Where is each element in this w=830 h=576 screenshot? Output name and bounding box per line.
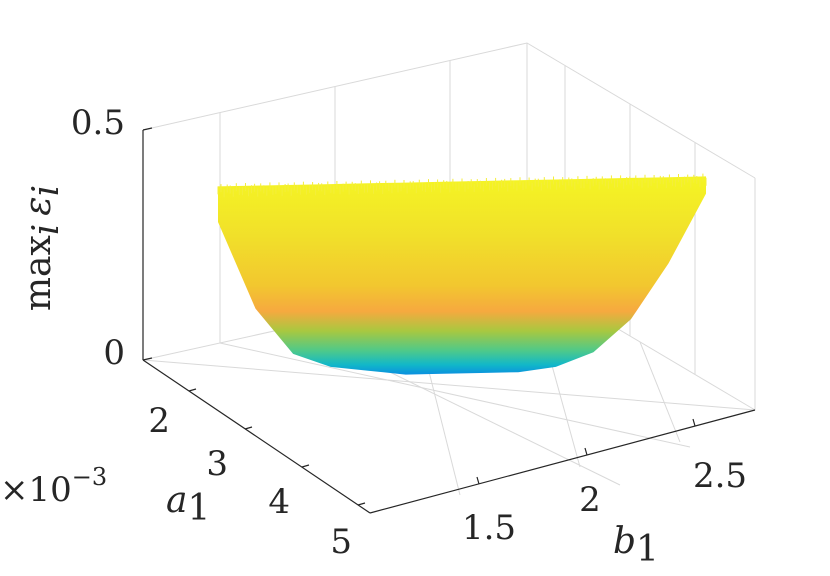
z-axis-label-var: ε <box>18 196 59 215</box>
x-tick-label: 2.5 <box>693 456 747 496</box>
svg-text:maxiεi: maxiεi <box>18 185 67 311</box>
z-axis-label-op-sub: i <box>26 224 67 236</box>
y-axis-exponent: ×10−3 <box>0 463 107 510</box>
x-axis-label-var: b <box>613 521 636 562</box>
y-tick-label: 5 <box>330 522 352 562</box>
x-tick-label: 1.5 <box>462 508 516 548</box>
x-axis-label: b1 <box>613 521 659 570</box>
y-axis-label-sub: 1 <box>187 488 210 529</box>
z-tick-label: 0 <box>103 333 125 373</box>
z-axis-label-op: max <box>18 235 59 311</box>
y-exponent-base: ×10 <box>0 470 72 510</box>
x-axis-label-sub: 1 <box>636 529 659 570</box>
y-axis-label-var: a <box>166 480 187 521</box>
surface-body <box>218 176 706 375</box>
y-tick-label: 3 <box>206 444 228 484</box>
z-tick-label: 0.5 <box>71 103 125 143</box>
z-axis-label-var-sub: i <box>26 185 67 197</box>
x-tick-label: 2 <box>579 480 601 520</box>
y-tick-label: 2 <box>148 401 170 441</box>
y-exponent-power: −3 <box>72 463 107 491</box>
surface-mesh <box>217 173 707 375</box>
axes-lines <box>142 127 756 514</box>
y-axis-label: a1 <box>166 480 210 529</box>
z-axis-label: maxiεi <box>18 185 67 311</box>
y-tick-label: 4 <box>268 482 290 522</box>
